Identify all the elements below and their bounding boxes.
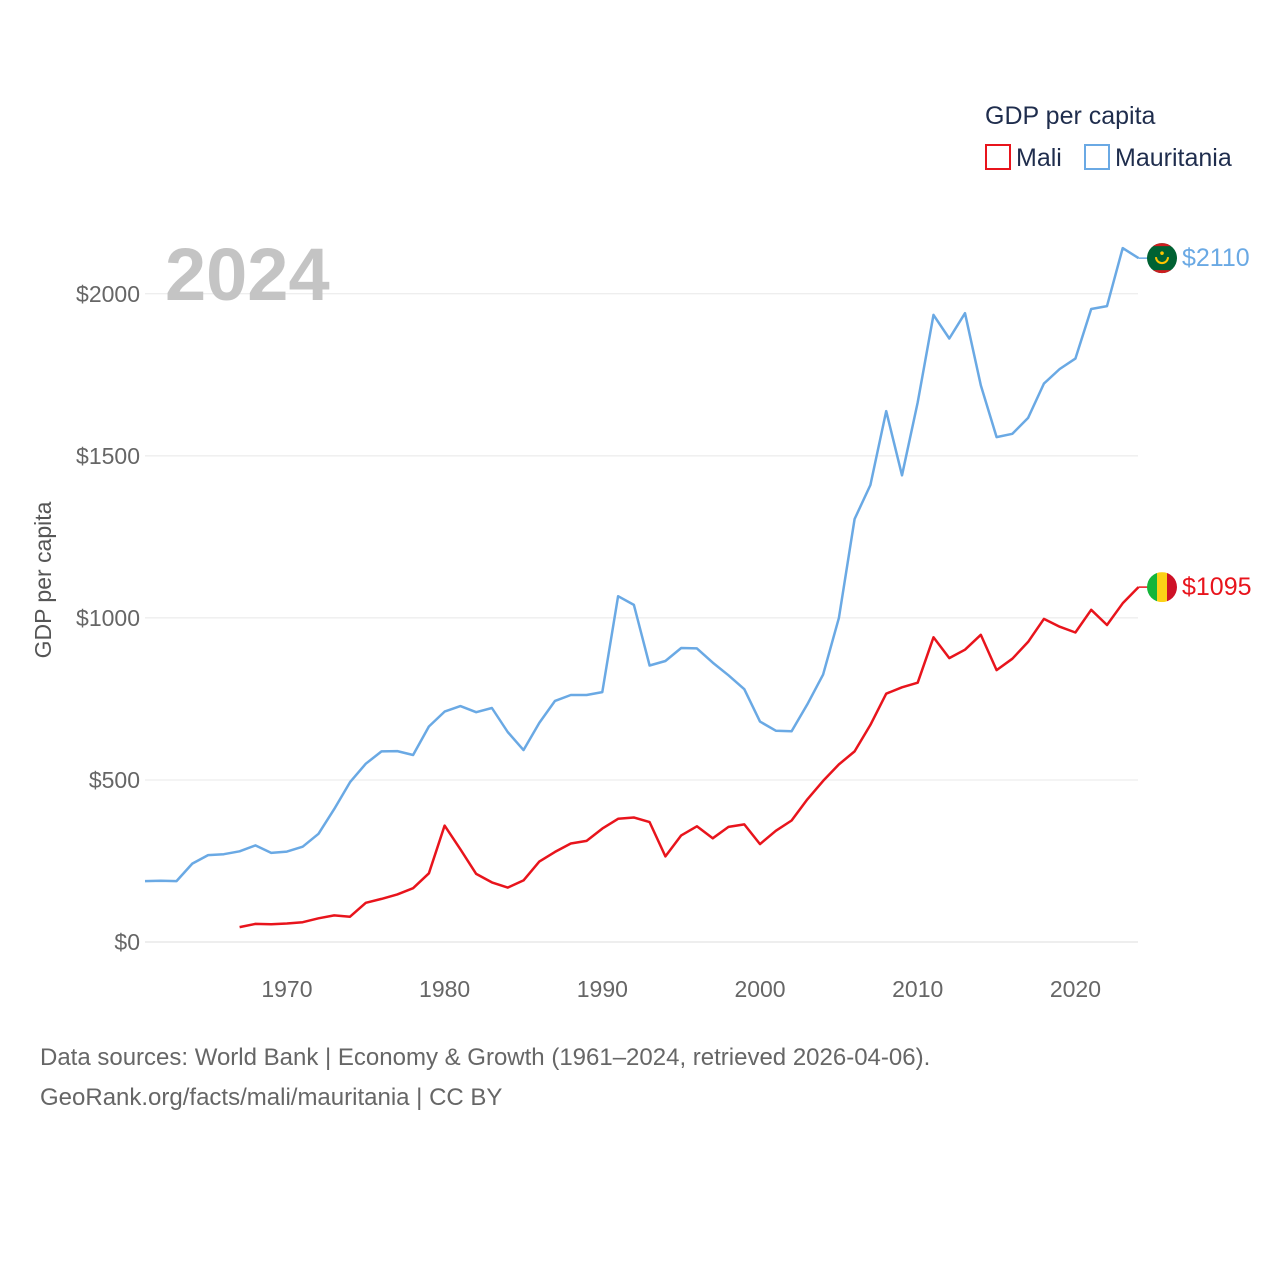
legend-swatch-mauritania <box>1084 144 1110 170</box>
grid-lines <box>145 293 1138 943</box>
end-value-label-mauritania: $2110 <box>1182 244 1250 272</box>
end-value-label-mali: $1095 <box>1182 573 1252 601</box>
x-tick-label: 2000 <box>734 976 785 1002</box>
legend-label-mali: Mali <box>1016 144 1062 172</box>
x-tick-label: 2010 <box>892 976 943 1002</box>
y-tick-label: $2000 <box>76 281 140 307</box>
y-tick-label: $1000 <box>76 605 140 631</box>
credit-link[interactable]: GeoRank.org/facts/mali/mauritania | CC B… <box>40 1084 503 1111</box>
mauritania-flag-icon <box>1147 243 1177 274</box>
x-tick-label: 2020 <box>1050 976 1101 1002</box>
x-tick-label: 1980 <box>419 976 470 1002</box>
x-tick-label: 1970 <box>261 976 312 1002</box>
series-lines <box>144 246 1140 929</box>
mali-flag-icon <box>1147 572 1177 603</box>
data-source-note: Data sources: World Bank | Economy & Gro… <box>40 1044 931 1071</box>
legend-item-mali[interactable]: Mali <box>985 144 1062 172</box>
y-axis-title: GDP per capita <box>30 501 56 658</box>
legend-title: GDP per capita <box>985 102 1156 130</box>
y-tick-label: $500 <box>89 767 140 793</box>
legend-swatch-mali <box>985 144 1011 170</box>
year-watermark: 2024 <box>165 233 330 316</box>
series-endpoints: $1095 $2110 <box>1138 243 1252 603</box>
y-axis-ticks: $0 $500 $1000 $1500 $2000 <box>76 281 140 955</box>
series-line-mali[interactable] <box>239 586 1140 929</box>
legend: GDP per capita Mali Mauritania <box>985 102 1232 172</box>
y-tick-label: $1500 <box>76 443 140 469</box>
series-line-mauritania[interactable] <box>144 246 1140 883</box>
x-axis-ticks: 1970 1980 1990 2000 2010 2020 <box>261 976 1101 1002</box>
legend-item-mauritania[interactable]: Mauritania <box>1084 144 1232 172</box>
x-tick-label: 1990 <box>577 976 628 1002</box>
y-tick-label: $0 <box>114 929 140 955</box>
legend-label-mauritania: Mauritania <box>1115 144 1232 172</box>
